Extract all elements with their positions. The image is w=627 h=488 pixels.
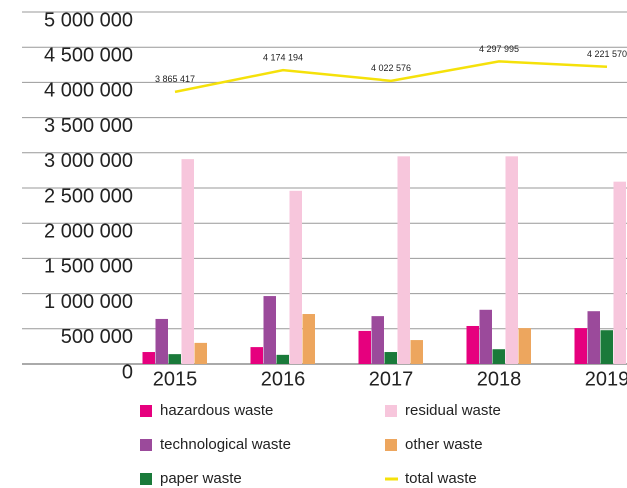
y-tick-label: 2 500 000 bbox=[44, 185, 133, 207]
bar bbox=[466, 325, 479, 364]
legend-swatch bbox=[385, 405, 397, 417]
value-label: 3 865 417 bbox=[155, 74, 195, 84]
x-tick-label: 2019 bbox=[585, 368, 627, 390]
y-tick-label: 3 000 000 bbox=[44, 150, 133, 172]
bar bbox=[518, 328, 531, 364]
legend-label: hazardous waste bbox=[160, 402, 273, 419]
total-line bbox=[174, 60, 608, 94]
y-tick-label: 2 000 000 bbox=[44, 220, 133, 242]
y-tick-label: 4 000 000 bbox=[44, 80, 133, 102]
x-tick-label: 2018 bbox=[477, 368, 522, 390]
bar bbox=[358, 330, 371, 364]
y-tick-label: 1 000 000 bbox=[44, 291, 133, 313]
bar bbox=[250, 347, 263, 364]
bar bbox=[289, 190, 302, 364]
bar bbox=[574, 328, 587, 364]
bar bbox=[410, 340, 423, 364]
bar bbox=[384, 352, 397, 364]
bar bbox=[276, 354, 289, 364]
value-label: 4 221 570 bbox=[587, 49, 627, 59]
y-tick-label: 4 500 000 bbox=[44, 44, 133, 66]
bar bbox=[142, 352, 155, 364]
legend-label: residual waste bbox=[405, 402, 501, 419]
legend-label: other waste bbox=[405, 436, 483, 453]
legend-swatch bbox=[140, 439, 152, 451]
x-tick-label: 2015 bbox=[153, 368, 198, 390]
bar bbox=[168, 354, 181, 364]
x-tick-label: 2017 bbox=[369, 368, 414, 390]
value-label: 4 297 995 bbox=[479, 44, 519, 54]
bar bbox=[302, 314, 315, 364]
bar bbox=[492, 349, 505, 364]
bar bbox=[194, 342, 207, 364]
value-label: 4 022 576 bbox=[371, 63, 411, 73]
bar bbox=[371, 316, 384, 364]
legend-label: total waste bbox=[405, 470, 477, 487]
legend-swatch bbox=[385, 439, 397, 451]
value-label: 4 174 194 bbox=[263, 53, 303, 63]
bar bbox=[263, 296, 276, 364]
bar bbox=[479, 309, 492, 364]
legend-label: paper waste bbox=[160, 470, 242, 487]
legend-swatch bbox=[140, 473, 152, 485]
x-tick-label: 2016 bbox=[261, 368, 306, 390]
bar bbox=[613, 181, 626, 364]
bar bbox=[600, 330, 613, 364]
y-tick-label: 0 bbox=[122, 361, 133, 383]
y-tick-label: 5 000 000 bbox=[44, 9, 133, 31]
bar bbox=[397, 156, 410, 364]
bar bbox=[181, 159, 194, 364]
bar bbox=[587, 311, 600, 364]
legend-label: technological waste bbox=[160, 436, 291, 453]
bar bbox=[155, 318, 168, 364]
legend-swatch bbox=[140, 405, 152, 417]
bar bbox=[505, 156, 518, 364]
y-tick-label: 500 000 bbox=[61, 326, 133, 348]
y-tick-label: 3 500 000 bbox=[44, 115, 133, 137]
y-tick-label: 1 500 000 bbox=[44, 256, 133, 278]
